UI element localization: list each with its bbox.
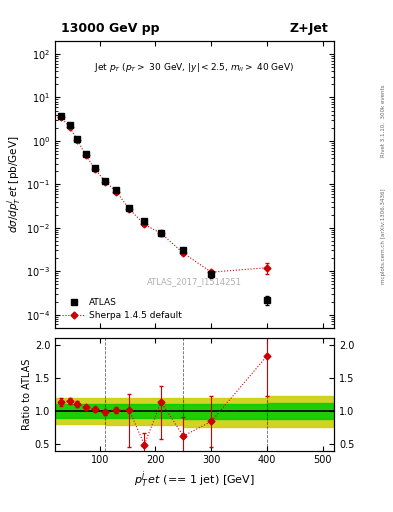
Bar [55, 397, 105, 424]
Legend: ATLAS, Sherpa 1.4.5 default: ATLAS, Sherpa 1.4.5 default [59, 295, 185, 323]
Bar [105, 397, 184, 425]
Text: mcplots.cern.ch [arXiv:1306.3436]: mcplots.cern.ch [arXiv:1306.3436] [381, 188, 386, 284]
Y-axis label: $d\sigma/dp_T^j\,et$ [pb/GeV]: $d\sigma/dp_T^j\,et$ [pb/GeV] [5, 136, 23, 233]
Y-axis label: Ratio to ATLAS: Ratio to ATLAS [22, 358, 32, 430]
Text: ATLAS_2017_I1514251: ATLAS_2017_I1514251 [147, 278, 242, 286]
Bar [55, 404, 105, 418]
Bar [267, 396, 334, 428]
Text: Jet $p_T$ ($p_T >$ 30 GeV, $|y| < 2.5$, $m_{ll} >$ 40 GeV): Jet $p_T$ ($p_T >$ 30 GeV, $|y| < 2.5$, … [94, 61, 295, 74]
Text: 13000 GeV pp: 13000 GeV pp [61, 22, 159, 35]
Bar [267, 403, 334, 419]
Text: Rivet 3.1.10,  300k events: Rivet 3.1.10, 300k events [381, 85, 386, 158]
Bar [184, 404, 267, 419]
Bar [184, 398, 267, 426]
Text: Z+Jet: Z+Jet [290, 22, 329, 35]
X-axis label: $p_T^j\,et$ (== 1 jet) [GeV]: $p_T^j\,et$ (== 1 jet) [GeV] [134, 470, 255, 490]
Bar [105, 404, 184, 418]
